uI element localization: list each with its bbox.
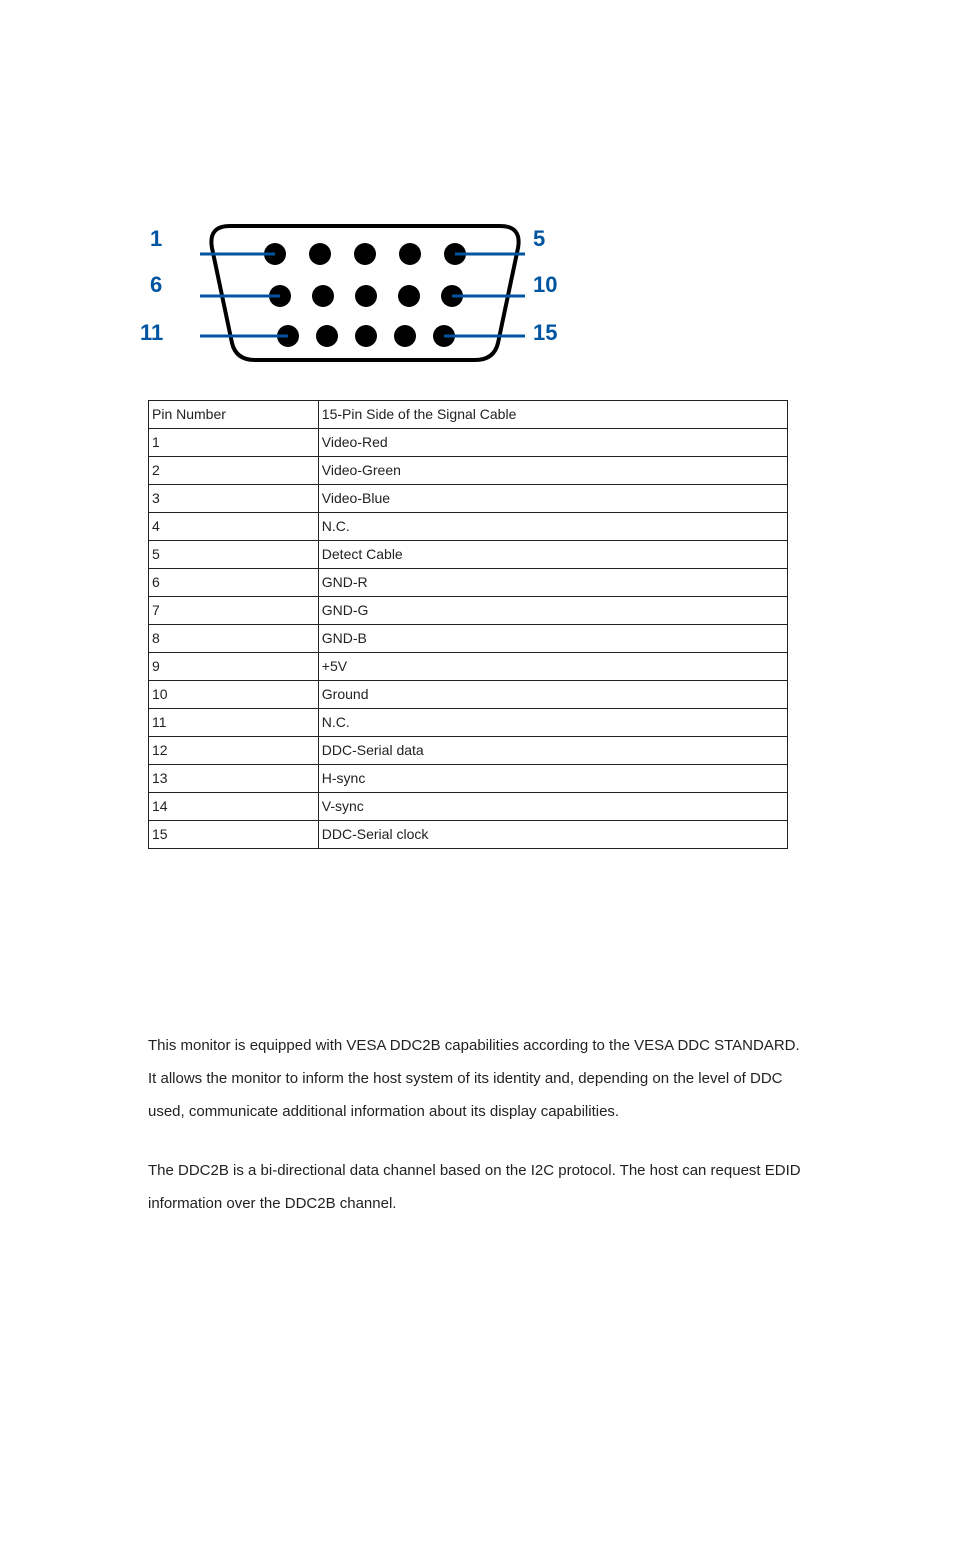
cell-signal-desc: Detect Cable <box>318 541 787 569</box>
cell-pin-number: 3 <box>149 485 319 513</box>
table-row: 4N.C. <box>149 513 788 541</box>
table-row: 15DDC-Serial clock <box>149 821 788 849</box>
cell-pin-number: 9 <box>149 653 319 681</box>
cell-pin-number: 10 <box>149 681 319 709</box>
cell-signal-desc: Ground <box>318 681 787 709</box>
pin-label-5: 5 <box>533 226 545 252</box>
pin-label-15: 15 <box>533 320 557 346</box>
pin-assignment-table: Pin Number 15-Pin Side of the Signal Cab… <box>148 400 788 849</box>
cell-pin-number: 11 <box>149 709 319 737</box>
table-row: 6GND-R <box>149 569 788 597</box>
table-row: 14V-sync <box>149 793 788 821</box>
cell-signal-desc: N.C. <box>318 513 787 541</box>
cell-signal-desc: Video-Green <box>318 457 787 485</box>
cell-pin-number: 6 <box>149 569 319 597</box>
cell-signal-desc: V-sync <box>318 793 787 821</box>
pin-label-6: 6 <box>150 272 162 298</box>
table-row: 11N.C. <box>149 709 788 737</box>
table-row: 12DDC-Serial data <box>149 737 788 765</box>
table-row: 3Video-Blue <box>149 485 788 513</box>
cell-signal-desc: GND-G <box>318 597 787 625</box>
plug-and-play-section: This monitor is equipped with VESA DDC2B… <box>148 1029 808 1220</box>
ddc-paragraph-2: The DDC2B is a bi-directional data chann… <box>148 1154 808 1220</box>
table-row: 5Detect Cable <box>149 541 788 569</box>
header-pin-number: Pin Number <box>149 401 319 429</box>
table-header-row: Pin Number 15-Pin Side of the Signal Cab… <box>149 401 788 429</box>
header-signal-desc: 15-Pin Side of the Signal Cable <box>318 401 787 429</box>
cell-signal-desc: GND-R <box>318 569 787 597</box>
cell-signal-desc: Video-Blue <box>318 485 787 513</box>
table-row: 2Video-Green <box>149 457 788 485</box>
cell-signal-desc: N.C. <box>318 709 787 737</box>
cell-signal-desc: GND-B <box>318 625 787 653</box>
cell-signal-desc: H-sync <box>318 765 787 793</box>
cell-pin-number: 15 <box>149 821 319 849</box>
pin-label-10: 10 <box>533 272 557 298</box>
cell-pin-number: 4 <box>149 513 319 541</box>
connector-shell-svg <box>200 218 530 368</box>
pin-label-11: 11 <box>140 320 163 346</box>
cell-signal-desc: DDC-Serial clock <box>318 821 787 849</box>
table-row: 7GND-G <box>149 597 788 625</box>
ddc-paragraph-1: This monitor is equipped with VESA DDC2B… <box>148 1029 808 1128</box>
pin-label-1: 1 <box>150 226 162 252</box>
cell-signal-desc: DDC-Serial data <box>318 737 787 765</box>
cell-pin-number: 7 <box>149 597 319 625</box>
cell-signal-desc: +5V <box>318 653 787 681</box>
table-row: 8GND-B <box>149 625 788 653</box>
cell-pin-number: 1 <box>149 429 319 457</box>
table-row: 13H-sync <box>149 765 788 793</box>
vga-pinout-diagram: 1 5 6 10 11 15 <box>140 200 806 380</box>
table-row: 10Ground <box>149 681 788 709</box>
cell-pin-number: 14 <box>149 793 319 821</box>
cell-pin-number: 8 <box>149 625 319 653</box>
cell-pin-number: 2 <box>149 457 319 485</box>
cell-pin-number: 5 <box>149 541 319 569</box>
table-row: 9+5V <box>149 653 788 681</box>
table-row: 1Video-Red <box>149 429 788 457</box>
cell-signal-desc: Video-Red <box>318 429 787 457</box>
cell-pin-number: 13 <box>149 765 319 793</box>
cell-pin-number: 12 <box>149 737 319 765</box>
